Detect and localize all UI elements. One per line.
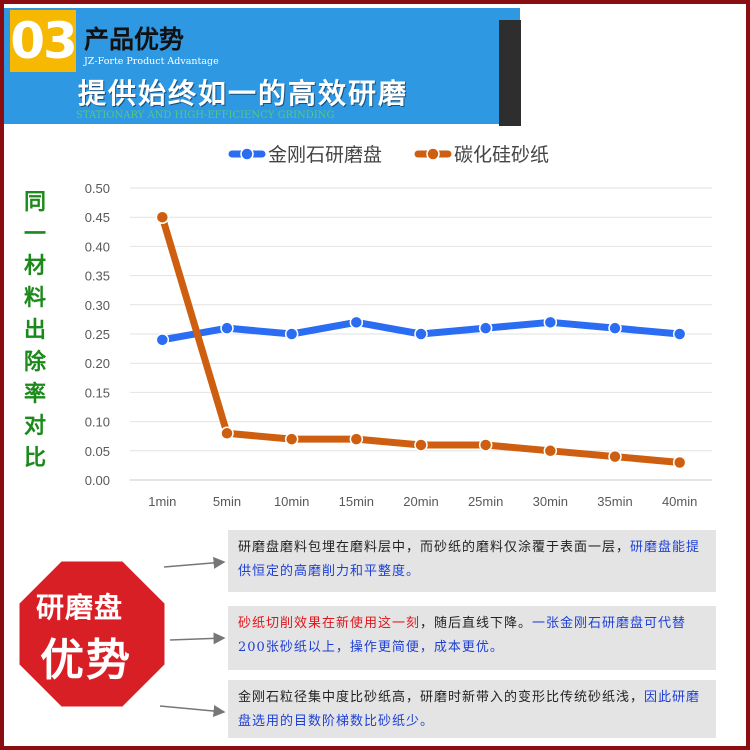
slogan: 提供始终如一的高效研磨 [78, 77, 409, 110]
side-label-char: 率 [23, 381, 46, 407]
note-2: 砂纸切削效果在新使用这一刻，随后直线下降。一张金刚石研磨盘可代替200张砂纸以上… [228, 606, 716, 670]
note-2-highlight-red: 砂纸切削效果在新使用这一刻 [238, 616, 421, 631]
side-label-char: 除 [23, 349, 46, 375]
header-shadow-bar [499, 20, 521, 126]
badge-line2: 优势 [40, 635, 132, 686]
note-1-highlight: 研磨盘能提供恒定的高磨削力和平整度。 [238, 540, 701, 579]
note-2-text: ，随后直线下降。 [420, 616, 533, 631]
section-number: 03 [10, 10, 78, 72]
section-title: 产品优势 [84, 25, 185, 54]
side-label-char: 材 [23, 253, 46, 279]
advantage-badge [18, 560, 166, 708]
badge-line1: 研磨盘 [36, 591, 124, 624]
note-3-highlight: 因此研磨盘选用的目数阶梯数比砂纸少。 [238, 690, 701, 729]
side-label-char: 出 [23, 317, 46, 343]
side-label-char: 同 [23, 189, 46, 215]
side-label-char: 对 [23, 413, 46, 439]
note-3: 金刚石粒径集中度比砂纸高，研磨时新带入的变形比传统砂纸浅，因此研磨盘选用的目数阶… [228, 680, 716, 738]
side-label-char: 比 [23, 445, 46, 471]
note-1-text: 研磨盘磨料包埋在磨料层中，而砂纸的磨料仅涂覆于表面一层， [238, 540, 631, 555]
slogan-en: STATIONARY AND HIGH-EFFICIENCY GRINDING [76, 110, 335, 121]
side-label-char: 料 [23, 285, 46, 311]
section-subtitle: JZ-Forte Product Advantage [84, 56, 219, 67]
note-2-highlight-blue: 一张金刚石研磨盘可代替200张砂纸以上，操作更简便，成本更优。 [238, 616, 687, 655]
side-label-char: 一 [23, 221, 46, 247]
side-label: 同 一 材 料 出 除 率 对 比 [18, 186, 52, 474]
note-1: 研磨盘磨料包埋在磨料层中，而砂纸的磨料仅涂覆于表面一层，研磨盘能提供恒定的高磨削… [228, 530, 716, 592]
note-3-text: 金刚石粒径集中度比砂纸高，研磨时新带入的变形比传统砂纸浅， [238, 690, 645, 705]
header-banner [4, 8, 520, 124]
